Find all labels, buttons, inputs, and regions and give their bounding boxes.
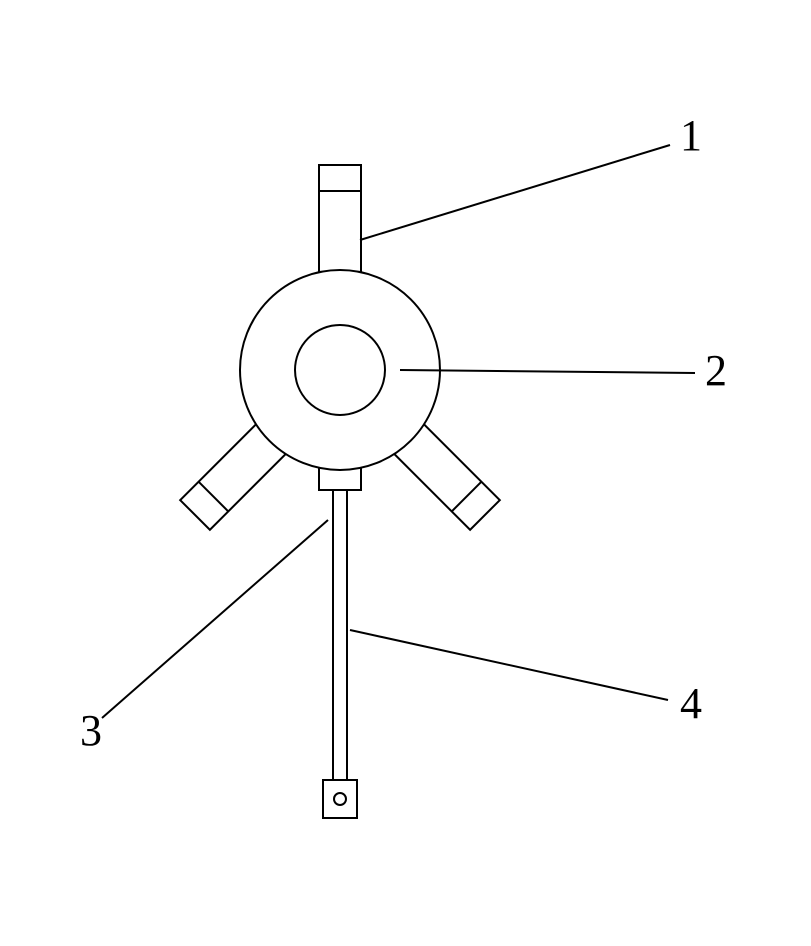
label-4: 4 xyxy=(680,679,702,728)
end-block-hole xyxy=(334,793,346,805)
label-2: 2 xyxy=(705,346,727,395)
label-1: 1 xyxy=(680,111,702,160)
label-3: 3 xyxy=(80,706,102,755)
hub-inner xyxy=(295,325,385,415)
rod xyxy=(333,490,347,780)
